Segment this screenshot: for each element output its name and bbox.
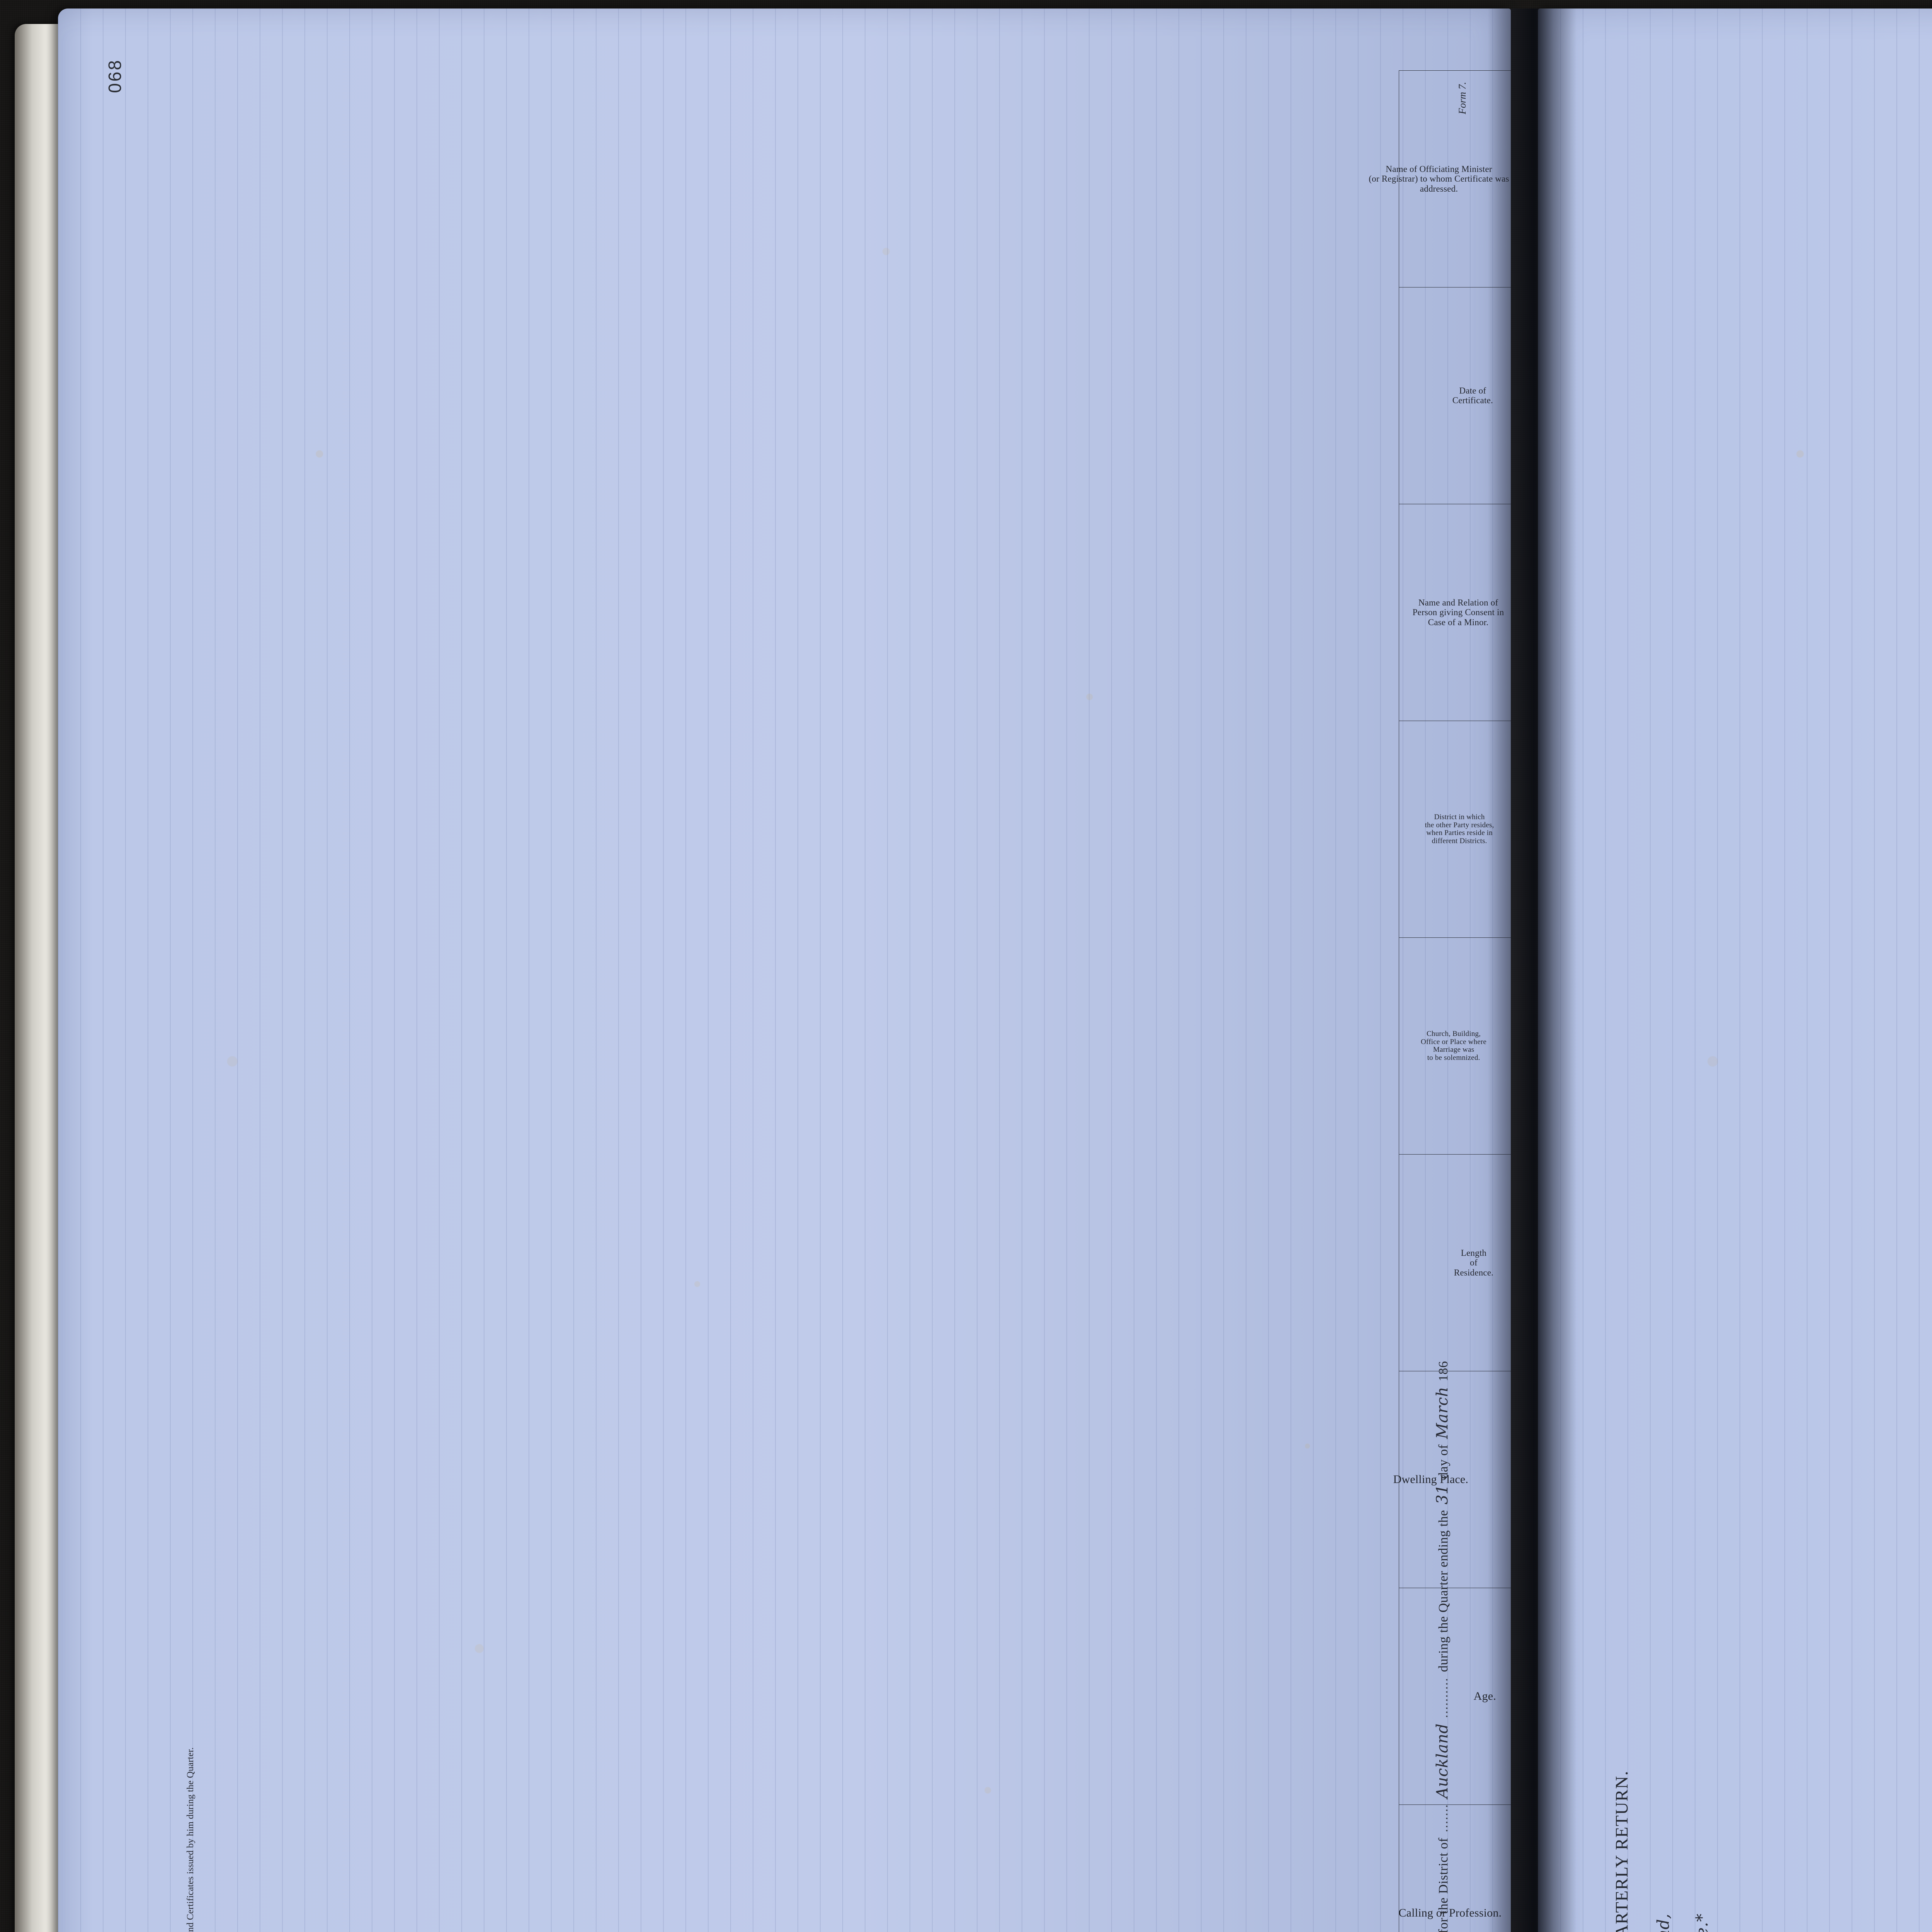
table-header-row: No.Date of Notice.Names and Surnames of …	[1369, 70, 1511, 1932]
column-header-label-church: Church, Building, Office or Place where …	[1421, 1029, 1487, 1062]
subtitle-line1-wrap: RETURN of all NOTICES received and all C…	[1654, 1913, 1673, 1932]
main-title-wrap: NEW ZEALAND.—"MARRIAGE ACT, 1880."—REGIS…	[1611, 1770, 1632, 1932]
footnote-left: * The Registrar is to "certify under his…	[185, 1747, 196, 1932]
paper-foxing-left	[58, 9, 1511, 1932]
open-ledger-book: 068 Form 7. Registrar's Return for the D…	[15, 9, 1932, 1932]
column-header-calling: Calling or Profession.	[1398, 1804, 1511, 1932]
feint-rule-lines-right	[1538, 9, 1932, 1932]
column-header-minister: Name of Officiating Minister (or Registr…	[1369, 70, 1511, 287]
left-ledger-table: No.Date of Notice.Names and Surnames of …	[1369, 70, 1511, 1932]
right-page: 069 NEW ZEALAND.—"MARRIAGE ACT, 1880."—R…	[1538, 9, 1932, 1932]
left-page: 068 Form 7. Registrar's Return for the D…	[58, 9, 1511, 1932]
column-header-certdate: Date of Certificate.	[1399, 287, 1511, 504]
column-header-age: Age.	[1399, 1588, 1511, 1805]
column-header-consent: Name and Relation of Person giving Conse…	[1399, 504, 1511, 721]
column-header-label-certdate: Date of Certificate.	[1452, 386, 1493, 405]
feint-rule-lines-left	[58, 9, 1511, 1932]
column-header-label-calling: Calling or Profession.	[1398, 1906, 1502, 1920]
column-header-district: District in which the other Party reside…	[1399, 721, 1511, 938]
paper-foxing-right	[1538, 9, 1932, 1932]
column-header-label-length: Length of Residence.	[1454, 1248, 1494, 1277]
column-header-label-minister: Name of Officiating Minister (or Registr…	[1369, 164, 1509, 194]
footnote-left-wrap: * The Registrar is to "certify under his…	[185, 1747, 196, 1932]
left-table-plane: No.Date of Notice.Names and Surnames of …	[1369, 70, 1511, 1932]
column-header-length: Length of Residence.	[1399, 1154, 1511, 1371]
column-header-label-dwelling: Dwelling Place.	[1393, 1473, 1469, 1486]
page-edge-stack-left	[15, 24, 65, 1932]
column-header-label-age: Age.	[1473, 1690, 1496, 1703]
column-header-label-district: District in which the other Party reside…	[1425, 813, 1494, 845]
column-header-dwelling: Dwelling Place.	[1393, 1371, 1511, 1588]
page-number-left: 068	[105, 59, 125, 93]
column-header-label-consent: Name and Relation of Person giving Conse…	[1412, 598, 1504, 627]
page-number-left-wrap: 068	[104, 59, 125, 93]
document-title: NEW ZEALAND.—"MARRIAGE ACT, 1880."—REGIS…	[1611, 1770, 1632, 1932]
date-range-wrap: from the 1 ........ of January, 1865, to…	[1692, 1913, 1711, 1932]
column-header-church: Church, Building, Office or Place where …	[1399, 937, 1511, 1155]
to-month-year: December, 1865, inclusive.*	[1692, 1913, 1711, 1932]
district-value-right: Auckland,	[1654, 1913, 1673, 1932]
